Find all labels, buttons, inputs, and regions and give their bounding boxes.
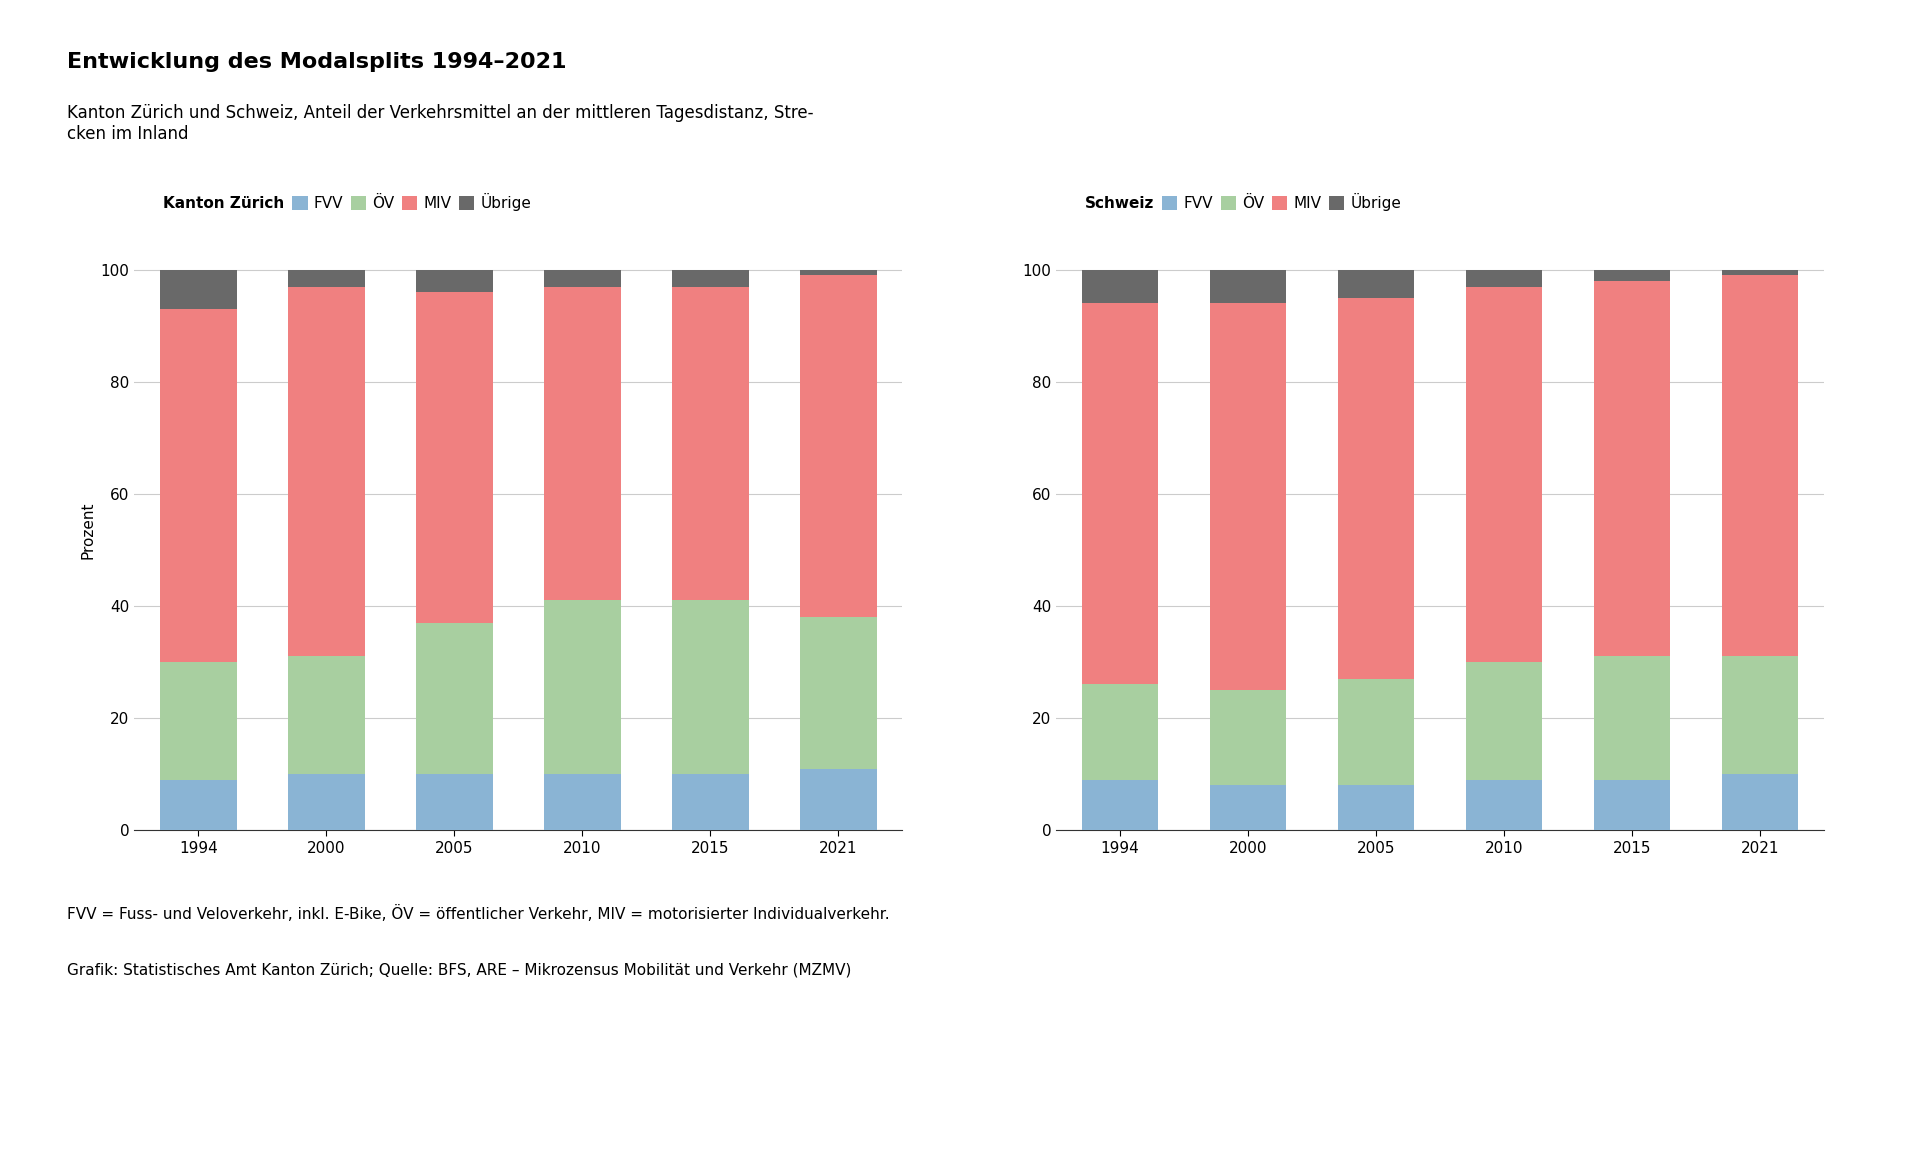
Bar <box>1465 662 1542 779</box>
Bar <box>1465 779 1542 830</box>
Bar <box>1465 287 1542 662</box>
Bar <box>1465 270 1542 287</box>
Text: Entwicklung des Modalsplits 1994–2021: Entwicklung des Modalsplits 1994–2021 <box>67 52 566 71</box>
Bar <box>417 270 493 292</box>
Bar <box>672 287 749 601</box>
Bar <box>1594 270 1670 281</box>
Text: Grafik: Statistisches Amt Kanton Zürich; Quelle: BFS, ARE – Mikrozensus Mobilitä: Grafik: Statistisches Amt Kanton Zürich;… <box>67 963 852 978</box>
Bar <box>801 276 877 617</box>
Text: FVV = Fuss- und Veloverkehr, inkl. E-Bike, ÖV = öffentlicher Verkehr, MIV = moto: FVV = Fuss- und Veloverkehr, inkl. E-Bik… <box>67 905 889 922</box>
Bar <box>543 270 620 287</box>
Bar <box>288 287 365 656</box>
Bar <box>1081 303 1158 685</box>
Legend: Kanton Zürich, FVV, ÖV, MIV, Übrige: Kanton Zürich, FVV, ÖV, MIV, Übrige <box>142 193 532 211</box>
Bar <box>672 270 749 287</box>
Bar <box>672 774 749 830</box>
Bar <box>159 270 236 309</box>
Bar <box>543 601 620 774</box>
Bar <box>1081 685 1158 779</box>
Bar <box>288 270 365 287</box>
Bar <box>1722 276 1799 656</box>
Bar <box>1722 774 1799 830</box>
Bar <box>417 623 493 774</box>
Bar <box>1081 270 1158 303</box>
Bar <box>1338 785 1415 830</box>
Legend: Schweiz, FVV, ÖV, MIV, Übrige: Schweiz, FVV, ÖV, MIV, Übrige <box>1064 193 1402 211</box>
Bar <box>543 287 620 601</box>
Bar <box>1722 270 1799 276</box>
Bar <box>1338 297 1415 679</box>
Bar <box>1338 270 1415 297</box>
Bar <box>417 774 493 830</box>
Bar <box>1210 270 1286 303</box>
Bar <box>1338 679 1415 785</box>
Bar <box>801 617 877 769</box>
Bar <box>1210 691 1286 785</box>
Bar <box>1594 779 1670 830</box>
Bar <box>672 601 749 774</box>
Text: Kanton Zürich und Schweiz, Anteil der Verkehrsmittel an der mittleren Tagesdista: Kanton Zürich und Schweiz, Anteil der Ve… <box>67 104 814 143</box>
Bar <box>288 774 365 830</box>
Bar <box>159 309 236 662</box>
Bar <box>159 779 236 830</box>
Bar <box>1210 303 1286 691</box>
Bar <box>801 769 877 830</box>
Bar <box>1081 779 1158 830</box>
Bar <box>159 662 236 779</box>
Bar <box>1594 656 1670 779</box>
Bar <box>1210 785 1286 830</box>
Bar <box>543 774 620 830</box>
Bar <box>1594 281 1670 656</box>
Bar <box>1722 656 1799 774</box>
Bar <box>417 292 493 623</box>
Bar <box>801 270 877 276</box>
Y-axis label: Prozent: Prozent <box>81 502 96 559</box>
Bar <box>288 656 365 774</box>
